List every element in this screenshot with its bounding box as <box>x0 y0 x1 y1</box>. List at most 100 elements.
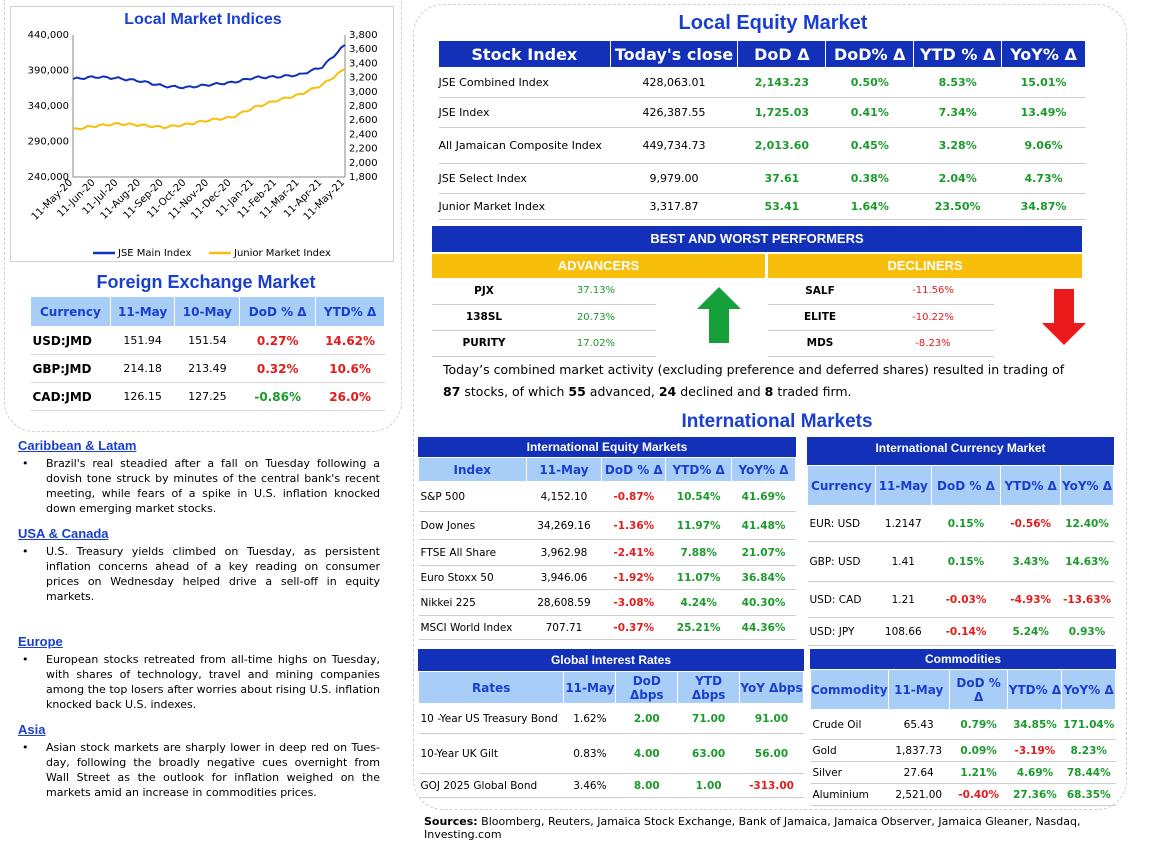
rates-dod: 4.00 <box>615 733 678 774</box>
rates-header-cell: YoY Δbps <box>739 671 804 704</box>
intl_equity-value: 4,152.10 <box>526 481 602 512</box>
commodities-dod: -0.40% <box>949 783 1008 806</box>
advancers-row: PJX 37.13% <box>432 278 656 305</box>
equity-dodp: 0.41% <box>825 97 914 128</box>
intl-fx-title: International Currency Market <box>807 437 1114 465</box>
summary-advanced: 55 <box>568 384 586 399</box>
advancers-table: PJX 37.13% 138SL 20.73% PURITY 17.02% <box>432 278 656 357</box>
intl_fx-name: GBP: USD <box>807 541 876 582</box>
rates-header-cell: DoD Δbps <box>615 671 679 704</box>
summary-text-2: stocks, of which <box>460 384 569 399</box>
commodities-row: Crude Oil 65.43 0.79% 34.85% 171.04% <box>810 709 1116 740</box>
equity-yoy: 15.01% <box>1001 67 1086 98</box>
intl_fx-ytd: 3.43% <box>1000 541 1061 582</box>
rates-name: GOJ 2025 Global Bond <box>418 773 564 798</box>
rates-dod: 8.00 <box>615 773 678 798</box>
equity-ytd: 2.04% <box>913 163 1002 194</box>
fx-rate-prev: 213.49 <box>174 354 240 383</box>
equity-row: JSE Combined Index 428,063.01 2,143.23 0.50… <box>438 67 1086 98</box>
right-tick-label: 2,800 <box>349 101 378 112</box>
decliners-symbol: SALF <box>768 278 872 305</box>
left-frame <box>4 0 402 432</box>
commodities-ytd: 27.36% <box>1007 783 1062 806</box>
rates-table: Rates 11-May DoD Δbps YTD Δbps YoY Δbps 10 -… <box>417 671 804 798</box>
intl_fx-name: USD: CAD <box>807 581 876 618</box>
summary-text-4: declined and <box>676 384 765 399</box>
advancers-change: 17.02% <box>536 330 656 357</box>
intl_equity-yoy: 36.84% <box>731 565 796 590</box>
intl_fx-value: 1.41 <box>875 541 932 582</box>
left-tick-label: 290,000 <box>28 137 69 148</box>
equity-header-cell: YTD % Δ <box>913 40 1003 68</box>
summary-total: 87 <box>443 384 461 399</box>
equity-title: Local Equity Market <box>678 12 868 34</box>
commodities-name: Silver <box>810 761 889 784</box>
rates-name: 10-Year UK Gilt <box>418 733 564 774</box>
intl_equity-ytd: 7.88% <box>665 539 732 566</box>
equity-index-name: Junior Market Index <box>438 193 611 220</box>
equity-row: All Jamaican Composite Index 449,734.73 2,… <box>438 127 1086 164</box>
commodities-yoy: 68.35% <box>1061 783 1116 806</box>
commodities-row: Aluminium 2,521.00 -0.40% 27.36% 68.35% <box>810 783 1116 806</box>
intl_fx-header-cell: 11-May <box>874 465 932 506</box>
intl_equity-row: Nikkei 225 28,608.59 -3.08% 4.24% 40.30% <box>418 589 796 616</box>
news-heading: Asia <box>18 722 46 737</box>
intl_equity-header-cell: DoD % Δ <box>601 457 667 482</box>
intl_equity-name: MSCI World Index <box>418 615 527 640</box>
intl_equity-header-cell: YoY% Δ <box>731 457 796 482</box>
equity-ytd: 23.50% <box>913 193 1002 220</box>
intl_equity-row: Euro Stoxx 50 3,946.06 -1.92% 11.07% 36.84% <box>418 565 796 590</box>
chart-svg: 440,000 390,000 340,000 290,000 240,000 3,800… <box>28 30 378 259</box>
decliners-table: SALF -11.56% ELITE -10.22% MDS -8.23% <box>768 278 994 357</box>
equity-ytd: 7.34% <box>913 97 1002 128</box>
commodities-dod: 0.09% <box>949 739 1008 762</box>
intl-title: International Markets <box>681 411 873 432</box>
sources-line: Sources: Bloomberg, Reuters, Jamaica Sto… <box>424 815 1134 841</box>
intl_fx-yoy: 12.40% <box>1060 505 1114 542</box>
equity-header-cell: DoD% Δ <box>825 40 915 68</box>
fx-header-cell: DoD % Δ <box>239 296 317 327</box>
right-tick-label: 1,800 <box>349 172 378 183</box>
equity-close: 426,387.55 <box>610 97 738 128</box>
commodities-name: Aluminium <box>810 783 889 806</box>
intl_equity-yoy: 41.48% <box>731 511 796 540</box>
commodities-header-cell: YTD% Δ <box>1007 669 1063 710</box>
chart-title: Local Market Indices <box>124 11 282 28</box>
fx-rate-prev: 151.54 <box>174 326 240 355</box>
commodities-header-cell: Commodity <box>810 669 889 710</box>
intl_fx-ytd: 5.24% <box>1000 617 1061 646</box>
intl_fx-name: EUR: USD <box>807 505 876 542</box>
right-tick-label: 3,200 <box>349 73 378 84</box>
rates-value: 0.83% <box>563 733 616 774</box>
right-tick-label: 2,000 <box>349 158 378 169</box>
equity-header-cell: Today's close <box>609 40 739 68</box>
equity-row: Junior Market Index 3,317.87 53.41 1.64% 23.… <box>438 193 1086 220</box>
fx-row: GBP:JMD 214.18 213.49 0.32% 10.6% <box>30 354 385 383</box>
rates-dod: 2.00 <box>615 703 678 734</box>
equity-dod: 2,143.23 <box>737 67 826 98</box>
fx-ytd: 10.6% <box>315 354 385 383</box>
intl_equity-yoy: 40.30% <box>731 589 796 616</box>
intl_equity-ytd: 10.54% <box>665 481 732 512</box>
legend-label-jse-main: JSE Main Index <box>117 248 191 259</box>
commodities-dod: 0.79% <box>949 709 1008 740</box>
arrow-down-icon <box>1042 289 1086 345</box>
right-tick-label: 3,800 <box>349 30 378 41</box>
intl_fx-yoy: 0.93% <box>1060 617 1114 646</box>
series-line-junior <box>72 68 346 131</box>
intl_fx-yoy: -13.63% <box>1060 581 1114 618</box>
intl_equity-value: 34,269.16 <box>526 511 602 540</box>
left-tick-label: 340,000 <box>28 101 69 112</box>
intl_equity-header-cell: 11-May <box>525 457 603 482</box>
intl_fx-header-cell: YoY% Δ <box>1060 465 1114 506</box>
commodities-row: Silver 27.64 1.21% 4.69% 78.44% <box>810 761 1116 784</box>
news-heading: Europe <box>18 634 63 649</box>
intl_fx-value: 108.66 <box>875 617 932 646</box>
fx-header-cell: 11-May <box>109 296 176 327</box>
commodities-ytd: 34.85% <box>1007 709 1062 740</box>
fx-currency: CAD:JMD <box>30 382 111 411</box>
intl_equity-name: Dow Jones <box>418 511 527 540</box>
equity-close: 428,063.01 <box>610 67 738 98</box>
rates-ytd: 1.00 <box>677 773 740 798</box>
intl_equity-value: 3,962.98 <box>526 539 602 566</box>
